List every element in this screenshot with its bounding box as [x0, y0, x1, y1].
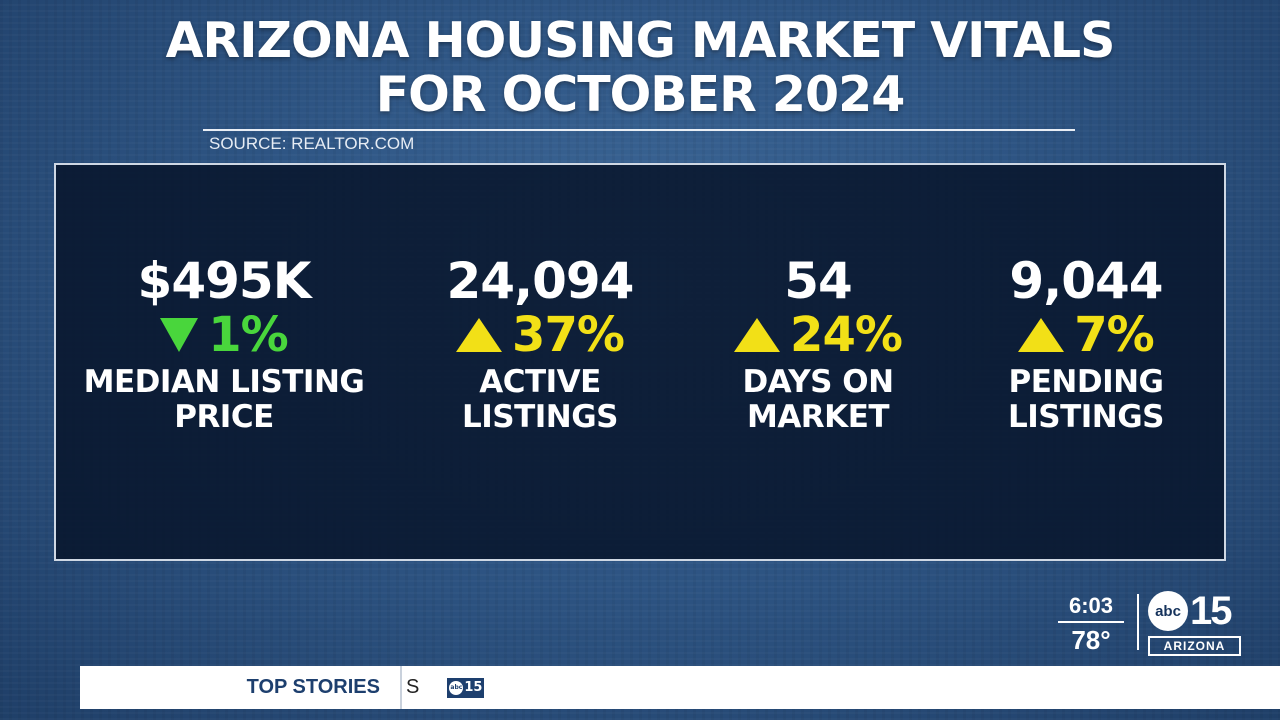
- title-line-1: ARIZONA HOUSING MARKET VITALS: [165, 12, 1116, 69]
- clock-divider: [1058, 621, 1124, 623]
- station-state: ARIZONA: [1148, 636, 1241, 656]
- source-label: SOURCE: REALTOR.COM: [209, 134, 415, 153]
- stat-label-line-2: LISTINGS: [461, 399, 619, 435]
- stat-change-percent: 24%: [790, 307, 903, 363]
- ticker-text: S: [406, 676, 420, 698]
- up-arrow-icon: [1018, 318, 1065, 352]
- stat-active-listings: 24,094 37% ACTIVE LISTINGS: [390, 253, 690, 435]
- stat-label: ACTIVE LISTINGS: [390, 365, 690, 435]
- stat-value: 54: [784, 252, 853, 310]
- stat-label: DAYS ON MARKET: [668, 365, 968, 435]
- stat-label-line-2: LISTINGS: [1007, 399, 1165, 435]
- title-divider: [203, 129, 1075, 131]
- stat-value: $495K: [137, 252, 312, 310]
- stat-change-percent: 7%: [1074, 307, 1154, 363]
- down-arrow-icon: [160, 318, 199, 352]
- stat-label-line-1: MEDIAN LISTING: [83, 364, 365, 400]
- stat-change-percent: 37%: [512, 307, 625, 363]
- stat-label-line-2: MARKET: [746, 399, 890, 435]
- stat-change: 24%: [668, 309, 968, 361]
- time-temperature-bug: 6:03 78°: [1058, 594, 1124, 654]
- ticker-label: TOP STORIES: [246, 676, 380, 698]
- stat-pending-listings: 9,044 7% PENDING LISTINGS: [936, 253, 1236, 435]
- stat-label-line-1: ACTIVE: [479, 364, 601, 400]
- stats-panel: $495K 1% MEDIAN LISTING PRICE 24,094 37%…: [54, 163, 1226, 561]
- stat-label-line-1: DAYS ON: [742, 364, 894, 400]
- stat-label-line-1: PENDING: [1008, 364, 1165, 400]
- stat-change: 1%: [74, 309, 374, 361]
- mini-abc-icon: abc: [449, 680, 464, 695]
- abc-logo-icon: abc: [1148, 591, 1188, 631]
- stat-change: 7%: [936, 309, 1236, 361]
- stat-days-on-market: 54 24% DAYS ON MARKET: [668, 253, 968, 435]
- page-title: ARIZONA HOUSING MARKET VITALS FOR OCTOBE…: [0, 14, 1280, 122]
- stat-change: 37%: [390, 309, 690, 361]
- ticker-separator: [400, 666, 402, 709]
- temperature: 78°: [1071, 625, 1111, 655]
- up-arrow-icon: [456, 318, 503, 352]
- bug-separator: [1137, 594, 1139, 650]
- stat-label-line-2: PRICE: [174, 399, 274, 435]
- station-logo: abc 15 ARIZONA: [1148, 589, 1241, 656]
- channel-number: 15: [1190, 589, 1232, 633]
- ticker-station-logo-icon: abc 15: [447, 677, 485, 698]
- stat-label: PENDING LISTINGS: [936, 365, 1236, 435]
- stat-label: MEDIAN LISTING PRICE: [74, 365, 374, 435]
- up-arrow-icon: [734, 318, 781, 352]
- stat-value: 9,044: [1009, 252, 1163, 310]
- stat-change-percent: 1%: [208, 307, 288, 363]
- clock-time: 6:03: [1068, 593, 1114, 618]
- mini-channel-number: 15: [464, 680, 483, 695]
- stat-value: 24,094: [446, 252, 635, 310]
- news-ticker: TOP STORIES S abc 15: [80, 666, 1280, 709]
- stat-median-listing-price: $495K 1% MEDIAN LISTING PRICE: [74, 253, 374, 435]
- title-line-2: FOR OCTOBER 2024: [375, 66, 906, 123]
